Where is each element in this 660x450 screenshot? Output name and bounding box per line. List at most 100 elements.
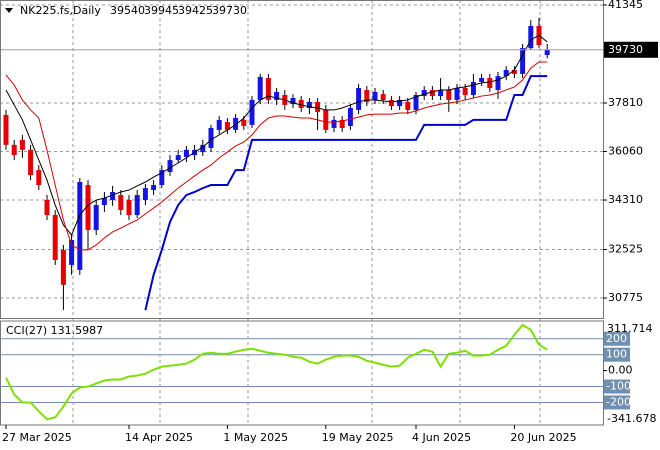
x-tick-label: 14 Apr 2025 (125, 431, 193, 444)
candle-body (224, 122, 230, 130)
candle-body (118, 195, 124, 211)
candle-body (380, 94, 386, 100)
candle-body (290, 98, 296, 105)
candle-body (487, 78, 493, 89)
candle-body (421, 89, 427, 97)
candle-body (19, 139, 25, 150)
level-box (604, 379, 630, 394)
candle-body (44, 200, 50, 216)
candle-body (323, 109, 329, 130)
candle-body (438, 89, 444, 97)
candle-body (454, 88, 460, 100)
candle-body (126, 200, 132, 216)
overlay-line (144, 75, 548, 311)
level-label: -100 (606, 380, 631, 393)
candle-body (175, 155, 181, 161)
candle-body (167, 160, 173, 173)
y-tick-label: 0.00 (608, 364, 633, 377)
candle-body (200, 144, 206, 153)
candle-body (208, 127, 214, 148)
candle-body (3, 114, 9, 145)
level-label: 100 (606, 348, 627, 361)
candle-body (356, 88, 362, 110)
candle-body (298, 99, 304, 108)
candle-body (142, 188, 148, 201)
x-tick-label: 27 Mar 2025 (2, 431, 72, 444)
candle-body (151, 185, 157, 191)
current-price-box (604, 41, 658, 58)
cci-panel-border (0, 320, 604, 426)
candle-body (495, 76, 501, 90)
candle-body (11, 144, 17, 156)
candle-body (372, 91, 378, 100)
level-box (604, 347, 630, 362)
candle-body (274, 91, 280, 100)
candle-body (405, 101, 411, 110)
candle-body (429, 89, 435, 97)
candle-body (249, 99, 255, 125)
collapse-icon (5, 8, 13, 13)
y-tick-label: 32525 (608, 243, 643, 256)
header-close: 39730 (212, 4, 247, 17)
candle-body (257, 76, 263, 100)
candle-body (397, 99, 403, 107)
candle-body (528, 25, 534, 49)
candle-body (69, 239, 75, 265)
candle-body (60, 249, 66, 285)
plot-layer (0, 4, 604, 421)
candle-body (28, 149, 34, 176)
x-tick-label: 1 May 2025 (223, 431, 288, 444)
overlay-line (5, 34, 548, 236)
candle-body (36, 170, 42, 186)
candle-body (110, 191, 116, 201)
candle-body (134, 195, 140, 216)
y-tick-label: 37810 (608, 96, 643, 109)
y-max-label: 311.714 (607, 322, 653, 335)
candle-body (183, 149, 189, 158)
candle-body (216, 119, 222, 130)
candle-body (544, 49, 550, 56)
candle-body (85, 185, 91, 230)
candle-body (265, 78, 271, 100)
level-label: -200 (606, 395, 631, 408)
candle-body (233, 117, 239, 130)
header-high: 39945 (144, 4, 179, 17)
candle-body (159, 170, 165, 186)
cci-title: CCI(27) 131.5987 (6, 324, 103, 337)
candle-body (52, 215, 58, 260)
candle-body (331, 119, 337, 128)
candle-body (77, 182, 83, 270)
candle-body (470, 81, 476, 95)
y-tick-label: 30775 (608, 291, 643, 304)
header-low: 39425 (178, 4, 213, 17)
level-box (604, 395, 630, 410)
candle-body (315, 101, 321, 112)
candle-body (241, 119, 247, 127)
x-tick-label: 4 Jun 2025 (412, 431, 471, 444)
y-tick-label: 36060 (608, 145, 643, 158)
candle-body (511, 70, 517, 74)
x-tick-label: 19 May 2025 (322, 431, 394, 444)
candle-body (101, 198, 107, 206)
candle-body (339, 119, 345, 128)
y-min-label: -341.678 (607, 412, 656, 425)
y-tick-label: 41345 (608, 0, 643, 11)
candle-body (364, 89, 370, 102)
overlay-line (5, 61, 548, 251)
candle-body (462, 88, 468, 95)
main-panel-border (0, 0, 604, 319)
x-tick-label: 20 Jun 2025 (510, 431, 576, 444)
candle-body (413, 94, 419, 110)
candle-body (520, 48, 526, 74)
level-label: 200 (606, 332, 627, 345)
candle-body (503, 70, 509, 77)
current-price-label: 39730 (608, 43, 643, 56)
candle-body (479, 78, 485, 82)
candle-body (446, 89, 452, 100)
header-open: 39540 (110, 4, 145, 17)
chart-title: NK225.fs,Daily (20, 4, 101, 17)
y-tick-label: 34310 (608, 193, 643, 206)
candle-body (93, 205, 99, 230)
